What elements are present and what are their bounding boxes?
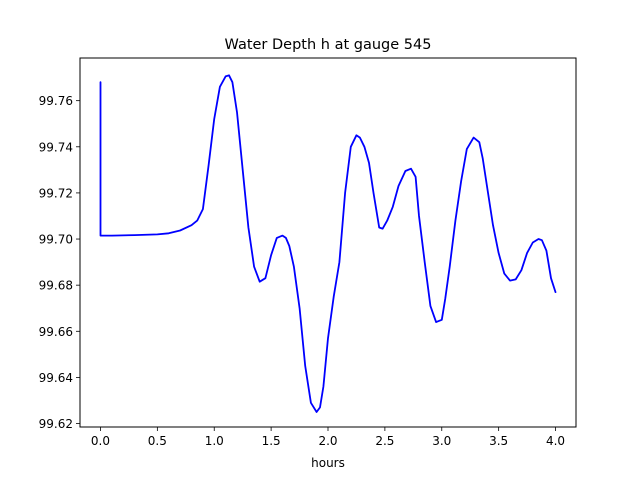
- y-axis-ticks: 99.62 99.64 99.66 99.68 99.70 99.72 99.74 99.76: [39, 94, 80, 431]
- y-tick-label: 99.68: [39, 279, 73, 293]
- plot-area-frame: [79, 57, 577, 428]
- y-tick-label: 99.72: [39, 186, 73, 200]
- x-tick-label: 4.0: [546, 434, 565, 448]
- x-tick-label: 0.5: [148, 434, 167, 448]
- y-tick-label: 99.66: [39, 325, 73, 339]
- x-tick-label: 3.0: [432, 434, 451, 448]
- y-tick-label: 99.64: [39, 371, 73, 385]
- x-tick-label: 2.5: [375, 434, 394, 448]
- series-line-water-depth: [99, 74, 557, 413]
- x-axis-ticks: 0.0 0.5 1.0 1.5 2.0 2.5 3.0 3.5 4.0: [91, 427, 565, 448]
- x-tick-label: 2.0: [318, 434, 337, 448]
- chart-title: Water Depth h at gauge 545: [225, 37, 432, 53]
- x-tick-label: 1.0: [205, 434, 224, 448]
- y-tick-label: 99.70: [39, 233, 73, 247]
- x-tick-label: 1.5: [262, 434, 281, 448]
- x-tick-label: 3.5: [489, 434, 508, 448]
- y-tick-label: 99.76: [39, 94, 73, 108]
- x-axis-label: hours: [311, 456, 345, 470]
- x-tick-label: 0.0: [91, 434, 110, 448]
- y-tick-label: 99.62: [39, 417, 73, 431]
- y-tick-label: 99.74: [39, 140, 73, 154]
